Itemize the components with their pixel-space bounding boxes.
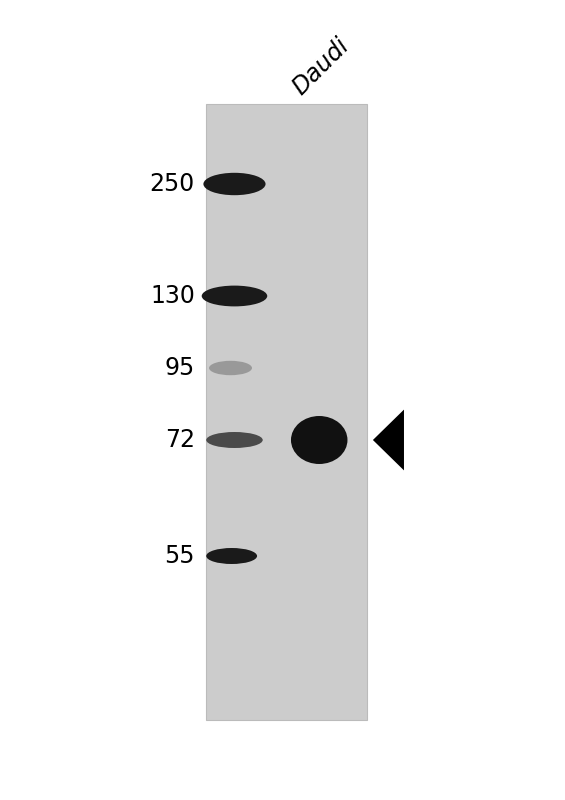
Ellipse shape <box>202 286 267 306</box>
Ellipse shape <box>203 173 266 195</box>
Text: 55: 55 <box>164 544 195 568</box>
Text: 250: 250 <box>150 172 195 196</box>
Text: 130: 130 <box>150 284 195 308</box>
Text: Daudi: Daudi <box>288 34 354 100</box>
Text: 72: 72 <box>165 428 195 452</box>
Ellipse shape <box>291 416 347 464</box>
Ellipse shape <box>206 548 257 564</box>
Ellipse shape <box>206 432 263 448</box>
Text: 95: 95 <box>164 356 195 380</box>
Polygon shape <box>373 410 404 470</box>
Ellipse shape <box>209 361 252 375</box>
Bar <box>206 104 367 720</box>
